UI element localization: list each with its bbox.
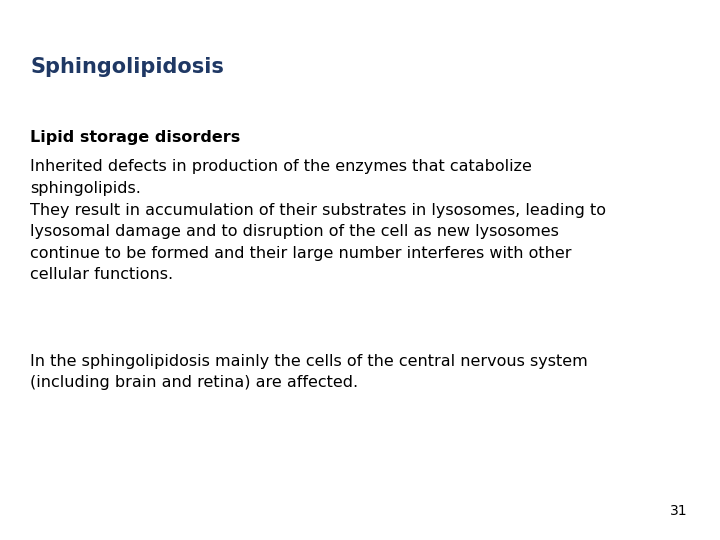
- Text: Sphingolipidosis: Sphingolipidosis: [30, 57, 224, 77]
- Text: Inherited defects in production of the enzymes that catabolize
sphingolipids.
Th: Inherited defects in production of the e…: [30, 159, 606, 282]
- Text: In the sphingolipidosis mainly the cells of the central nervous system
(includin: In the sphingolipidosis mainly the cells…: [30, 354, 588, 390]
- Text: 31: 31: [670, 504, 688, 518]
- Text: Lipid storage disorders: Lipid storage disorders: [30, 130, 240, 145]
